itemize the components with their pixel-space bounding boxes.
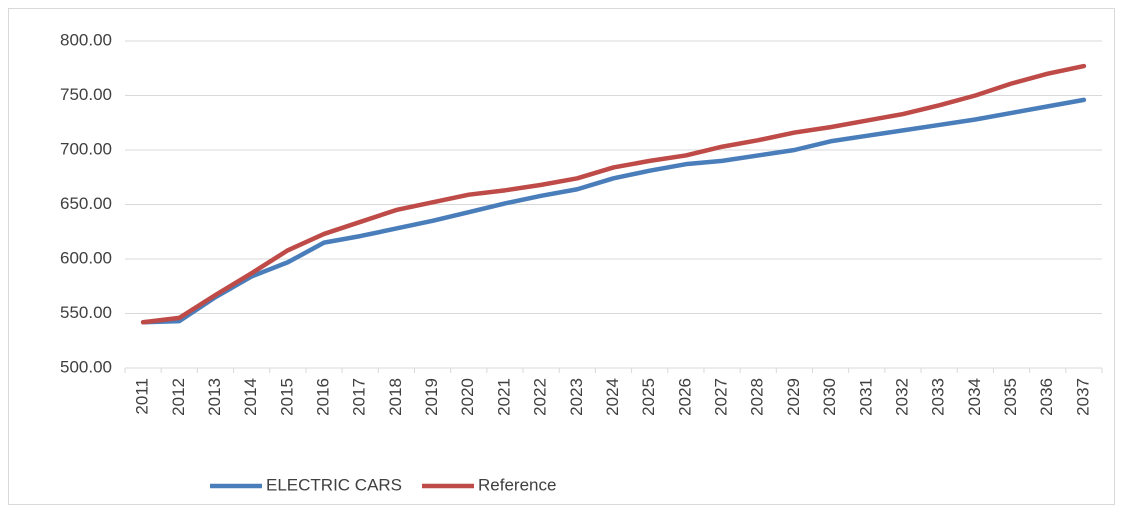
x-tick-label: 2013 — [205, 378, 224, 416]
x-tick-label: 2027 — [712, 378, 731, 416]
x-tick-label: 2016 — [314, 378, 333, 416]
x-tick-label: 2031 — [856, 378, 875, 416]
x-tick-label: 2036 — [1037, 378, 1056, 416]
x-tick-label: 2028 — [748, 378, 767, 416]
x-tick-label: 2020 — [458, 378, 477, 416]
y-tick-label: 550.00 — [60, 303, 112, 322]
x-tick-label: 2018 — [386, 378, 405, 416]
y-tick-label: 800.00 — [60, 30, 112, 49]
x-tick-label: 2025 — [639, 378, 658, 416]
y-tick-label: 700.00 — [60, 139, 112, 158]
x-tick-label: 2035 — [1001, 378, 1020, 416]
x-tick-label: 2011 — [133, 378, 152, 415]
x-tick-label: 2032 — [892, 378, 911, 416]
x-tick-label: 2019 — [422, 378, 441, 416]
x-tick-label: 2012 — [169, 378, 188, 416]
legend-label: Reference — [478, 475, 556, 494]
x-tick-label: 2022 — [531, 378, 550, 416]
y-tick-label: 750.00 — [60, 85, 112, 104]
y-tick-label: 500.00 — [60, 357, 112, 376]
x-tick-label: 2021 — [494, 378, 513, 416]
x-tick-label: 2017 — [350, 378, 369, 416]
x-tick-label: 2026 — [675, 378, 694, 416]
x-tick-label: 2034 — [965, 378, 984, 416]
x-tick-label: 2037 — [1073, 378, 1092, 416]
x-tick-label: 2033 — [929, 378, 948, 416]
x-tick-label: 2014 — [241, 378, 260, 416]
x-tick-label: 2024 — [603, 378, 622, 416]
legend-label: ELECTRIC CARS — [266, 475, 402, 494]
x-tick-label: 2030 — [820, 378, 839, 416]
x-tick-label: 2029 — [784, 378, 803, 416]
series-line — [140, 97, 1087, 325]
y-tick-label: 600.00 — [60, 248, 112, 267]
chart-frame — [8, 8, 1115, 505]
y-tick-label: 650.00 — [60, 194, 112, 213]
series-line — [140, 63, 1087, 325]
x-tick-label: 2023 — [567, 378, 586, 416]
x-tick-label: 2015 — [277, 378, 296, 416]
